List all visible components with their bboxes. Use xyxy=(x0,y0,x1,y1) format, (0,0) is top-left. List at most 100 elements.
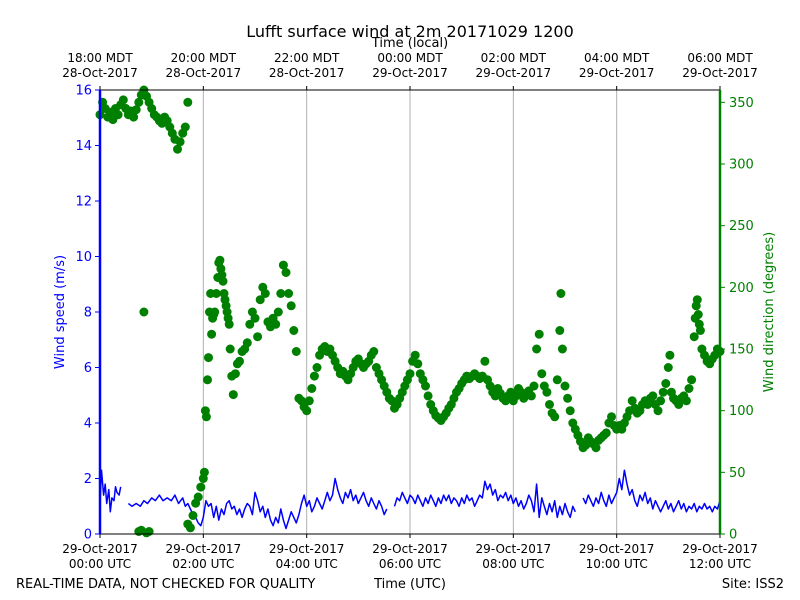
wind-speed-line xyxy=(393,480,576,519)
wind-direction-point xyxy=(199,467,209,477)
site-label: Site: ISS2 xyxy=(722,577,784,592)
left-tick-label: 6 xyxy=(84,361,92,376)
wind-direction-point xyxy=(245,319,255,329)
wind-direction-point xyxy=(144,527,154,536)
x-tick-label-utc-time: 08:00 UTC xyxy=(482,557,544,571)
wind-direction-point xyxy=(545,400,554,409)
x-top-tick-label-date: 28-Oct-2017 xyxy=(269,66,345,80)
x-top-tick-label-time: 18:00 MDT xyxy=(67,51,133,65)
x-tick-label-utc-date: 29-Oct-2017 xyxy=(372,542,448,556)
wind-direction-point xyxy=(204,353,213,363)
right-tick-label: 250 xyxy=(729,219,754,234)
wind-direction-point xyxy=(312,363,322,372)
wind-direction-point xyxy=(253,332,263,342)
x-tick-label-utc-time: 06:00 UTC xyxy=(379,557,441,571)
top-axis-label: Time (local) xyxy=(371,36,448,51)
left-tick-label: 12 xyxy=(75,195,92,210)
wind-direction-point xyxy=(250,313,260,323)
x-top-tick-label-time: 00:00 MDT xyxy=(377,51,443,65)
wind-direction-point xyxy=(211,289,221,298)
wind-speed-line xyxy=(99,469,122,513)
x-axis-label: Time (UTC) xyxy=(373,577,446,592)
wind-direction-point xyxy=(410,350,420,360)
right-tick-label: 50 xyxy=(729,466,746,481)
wind-direction-point xyxy=(309,371,319,381)
wind-direction-point xyxy=(555,326,565,335)
wind-direction-point xyxy=(278,260,288,270)
wind-direction-point xyxy=(423,391,433,401)
wind-direction-point xyxy=(648,391,658,401)
wind-direction-point xyxy=(665,350,675,360)
wind-direction-point xyxy=(230,369,240,379)
wind-direction-point xyxy=(689,332,699,342)
x-top-tick-label-date: 29-Oct-2017 xyxy=(682,66,758,80)
right-tick-label: 350 xyxy=(729,96,754,111)
wind-direction-point xyxy=(607,412,616,422)
wind-direction-point xyxy=(692,295,702,305)
x-top-tick-label-date: 28-Oct-2017 xyxy=(166,66,242,80)
x-tick-label-utc-time: 10:00 UTC xyxy=(586,557,648,571)
left-tick-label: 2 xyxy=(84,472,92,487)
right-axis-label: Wind direction (degrees) xyxy=(762,232,777,392)
wind-direction-point xyxy=(302,406,312,416)
wind-direction-point xyxy=(131,105,141,115)
x-tick-label-utc-date: 29-Oct-2017 xyxy=(166,542,242,556)
x-top-tick-label-time: 06:00 MDT xyxy=(687,51,753,65)
x-top-tick-label-time: 02:00 MDT xyxy=(481,51,547,65)
x-top-tick-label-date: 28-Oct-2017 xyxy=(62,66,138,80)
right-tick-label: 100 xyxy=(729,404,754,419)
left-tick-label: 16 xyxy=(75,84,92,99)
wind-direction-point xyxy=(556,289,566,298)
wind-direction-point xyxy=(421,381,430,391)
wind-direction-point xyxy=(534,329,544,339)
wind-direction-point xyxy=(129,112,139,122)
wind-direction-point xyxy=(307,384,317,393)
wind-direction-point xyxy=(180,122,190,132)
left-axis-label: Wind speed (m/s) xyxy=(53,255,68,369)
x-top-tick-label-time: 04:00 MDT xyxy=(584,51,650,65)
left-tick-label: 10 xyxy=(75,250,92,265)
x-tick-label-utc-date: 29-Oct-2017 xyxy=(579,542,655,556)
wind-direction-point xyxy=(661,379,671,388)
left-tick-label: 4 xyxy=(84,417,92,432)
left-tick-label: 0 xyxy=(84,528,92,543)
wind-direction-point xyxy=(203,375,212,385)
x-top-tick-label-date: 29-Oct-2017 xyxy=(579,66,655,80)
wind-direction-point xyxy=(196,482,206,492)
wind-direction-point xyxy=(405,369,415,379)
wind-direction-point xyxy=(526,391,536,401)
wind-direction-series xyxy=(95,85,725,538)
wind-direction-point xyxy=(529,381,539,391)
wind-direction-point xyxy=(118,95,128,105)
wind-direction-point xyxy=(271,319,281,329)
wind-direction-point xyxy=(369,347,379,356)
x-top-tick-label-time: 20:00 MDT xyxy=(171,51,237,65)
wind-direction-point xyxy=(224,319,234,329)
wind-direction-point xyxy=(591,443,601,453)
grid-lines xyxy=(202,90,618,534)
wind-speed-line xyxy=(582,469,721,513)
wind-direction-point xyxy=(215,255,225,265)
wind-direction-point xyxy=(255,295,265,305)
x-tick-label-utc-date: 29-Oct-2017 xyxy=(682,542,758,556)
wind-direction-point xyxy=(563,393,573,403)
x-tick-label-utc-time: 02:00 UTC xyxy=(172,557,234,571)
wind-direction-point xyxy=(218,276,228,286)
x-tick-label-utc-date: 29-Oct-2017 xyxy=(62,542,138,556)
x-tick-label-utc-date: 29-Oct-2017 xyxy=(476,542,552,556)
x-top-tick-label-time: 22:00 MDT xyxy=(274,51,340,65)
x-tick-label-utc-time: 04:00 UTC xyxy=(276,557,338,571)
wind-direction-point xyxy=(175,137,185,147)
wind-direction-point xyxy=(273,307,283,317)
left-tick-label: 8 xyxy=(84,306,92,321)
wind-direction-point xyxy=(291,347,301,356)
wind-direction-point xyxy=(173,144,182,154)
x-top-tick-label-date: 29-Oct-2017 xyxy=(372,66,448,80)
wind-direction-point xyxy=(480,356,490,366)
wind-direction-point xyxy=(289,326,299,335)
wind-direction-point xyxy=(284,289,294,298)
wind-direction-point xyxy=(139,307,149,317)
wind-direction-point xyxy=(185,523,195,533)
wind-direction-point xyxy=(656,396,666,406)
